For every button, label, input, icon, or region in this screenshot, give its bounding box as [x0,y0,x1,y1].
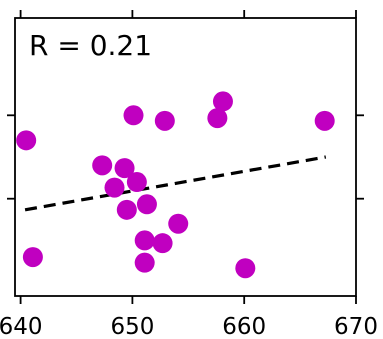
data-point-15 [212,91,233,112]
data-point-7 [123,105,144,126]
trend-line [24,155,327,212]
data-point-16 [235,258,256,279]
data-point-9 [136,194,157,215]
data-point-10 [134,252,155,273]
data-points [16,91,335,279]
trend-line-group [24,155,327,212]
data-point-8 [134,230,155,251]
x-tick-label-660: 660 [222,314,266,339]
x-tick-label-640: 640 [0,314,43,339]
data-point-3 [104,177,125,198]
x-tick-label-670: 670 [334,314,378,339]
x-axis-ticks: 640 650 660 670 [0,10,378,339]
x-tick-label-650: 650 [110,314,154,339]
y-axis-ticks [7,114,364,200]
data-point-1 [22,247,43,268]
data-point-4 [114,158,135,179]
plot-frame [14,17,357,297]
data-point-2 [92,155,113,176]
data-point-6 [126,172,147,193]
data-point-14 [207,108,228,129]
data-point-13 [168,213,189,234]
data-point-0 [16,130,37,151]
data-point-5 [116,199,137,220]
correlation-annotation: R = 0.21 [29,29,152,62]
data-point-12 [154,110,175,131]
data-point-11 [152,233,173,254]
data-point-17 [314,110,335,131]
